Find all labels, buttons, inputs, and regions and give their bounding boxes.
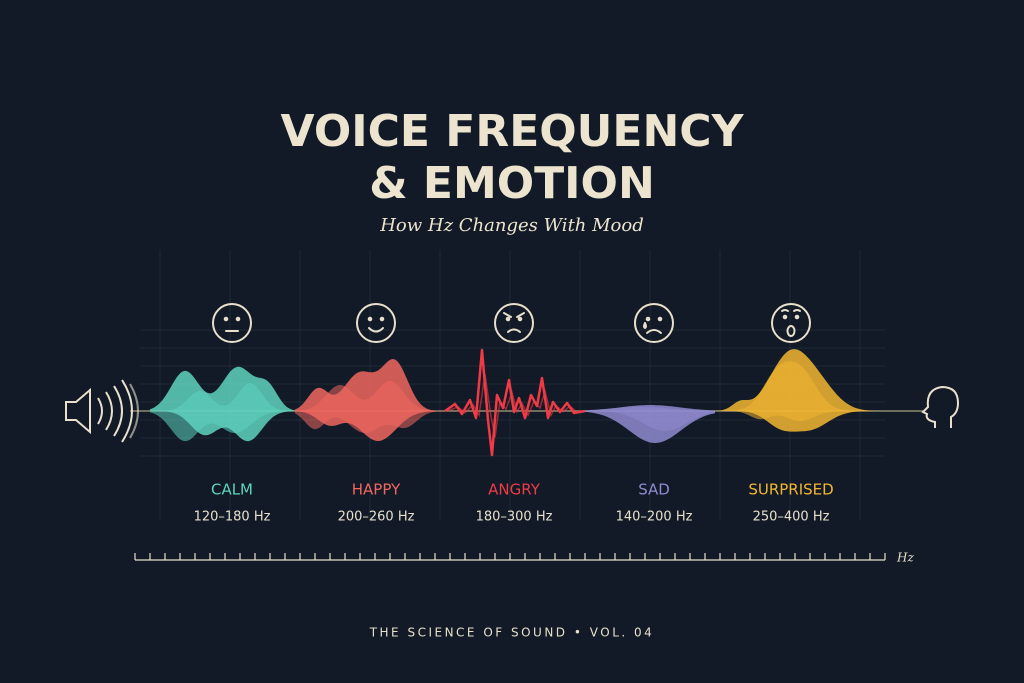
emotion-face [212,303,252,343]
emotion-range: 140–200 Hz [616,510,693,525]
title-line: VOICE FREQUENCY [281,106,745,157]
face-mouth [368,327,384,333]
wave [150,383,300,442]
emotion-label: CALM [211,481,253,499]
face-eye [657,316,663,322]
emotion-label: ANGRY [488,481,541,499]
labels: CALM 120–180 Hz HAPPY 200–260 Hz ANGRY 180–30… [194,481,834,525]
emotion-face [771,303,811,343]
face-outline [634,303,674,343]
face-mouth [646,329,662,334]
emotion-range: 180–300 Hz [476,510,553,525]
face-eye [367,316,373,322]
emotion-label: SURPRISED [748,481,833,499]
face-mouth [507,328,521,333]
subtitle: How Hz Changes With Mood [379,215,644,236]
face-brow [503,312,512,318]
title-line: & EMOTION [369,158,655,209]
axis-unit: Hz [896,551,914,565]
face-tear [643,322,647,330]
face-outline [356,303,396,343]
face-outline [494,303,534,343]
face-mouth [786,325,796,337]
face-eye [782,314,788,320]
emotion-face [356,303,396,343]
face-outline [212,303,252,343]
emotion-face [494,303,534,343]
wave [715,361,879,421]
listener-icon [921,385,960,428]
ruler [134,553,886,561]
faces [212,303,811,343]
emotion-label: HAPPY [352,481,401,499]
wave [150,366,300,442]
face-eye [794,314,800,320]
face-eye [379,316,385,322]
face-brow [793,309,801,312]
waves [150,348,879,457]
face-eye [235,316,241,322]
wave [447,374,589,438]
wave [295,381,445,434]
face-eye [505,316,511,322]
emotion-range: 120–180 Hz [194,510,271,525]
face-eye [517,316,523,322]
speaker-icon [65,379,139,443]
emotion-label: SAD [638,481,670,499]
face-eye [223,316,229,322]
face-brow [781,309,789,312]
emotion-face [634,303,674,343]
wave [585,407,715,431]
face-eye [645,316,651,322]
face-outline [771,303,811,343]
emotion-range: 200–260 Hz [338,510,415,525]
face-brow [516,312,525,318]
emotion-range: 250–400 Hz [753,510,830,525]
footer: THE SCIENCE OF SOUND • VOL. 04 [369,626,655,640]
